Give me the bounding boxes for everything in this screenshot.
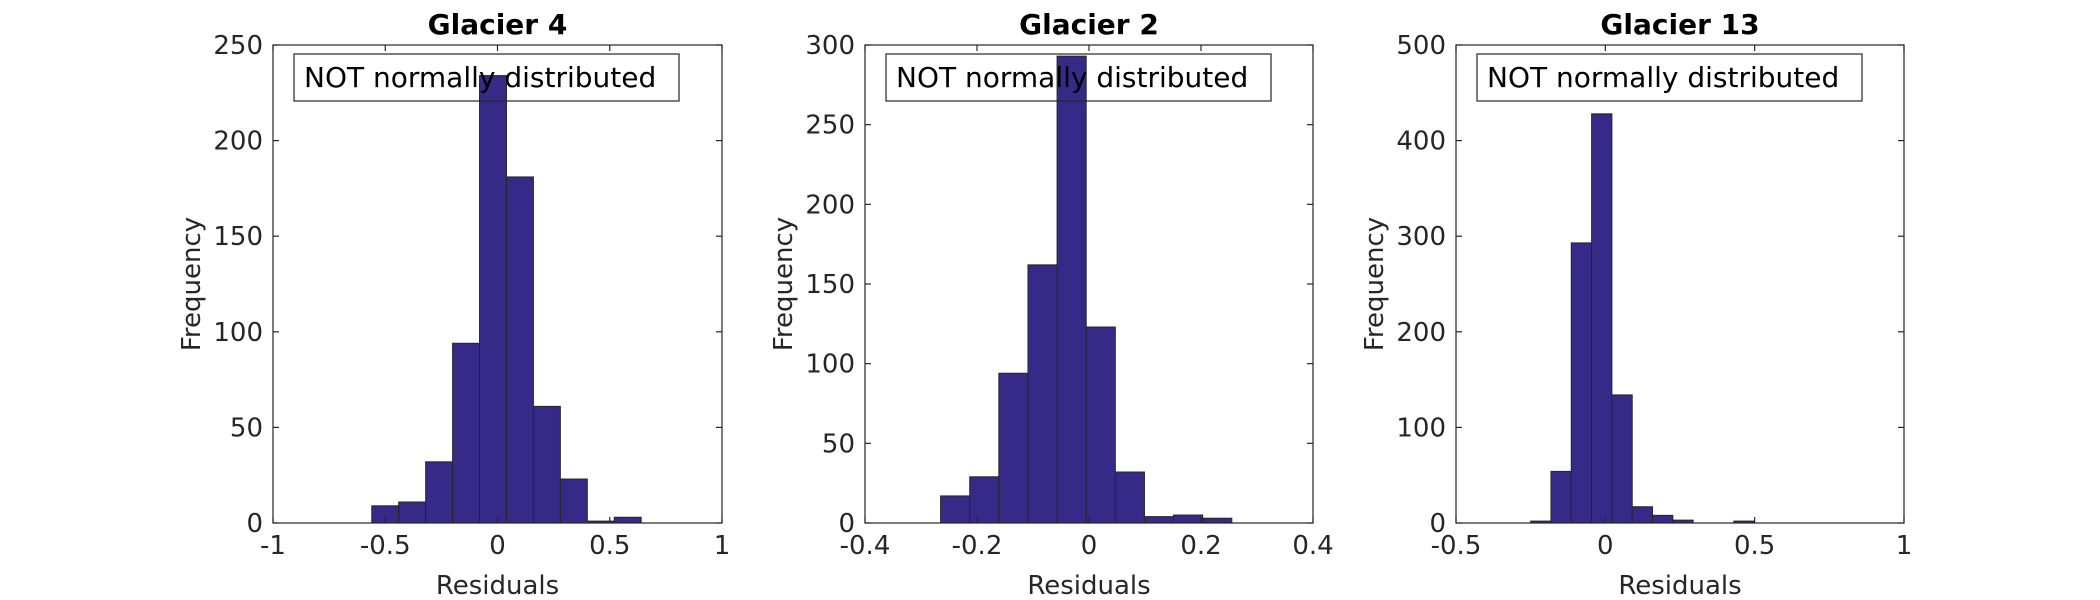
histogram-bar: [998, 372, 1029, 524]
y-axis-label: Frequency: [769, 217, 799, 351]
histogram-bar: [613, 516, 642, 524]
histogram-bar: [1114, 471, 1145, 524]
chart-title: Glacier 2: [1019, 8, 1159, 41]
chart-title: Glacier 13: [1600, 8, 1759, 41]
y-tick-label: 100: [213, 318, 263, 348]
x-tick-label: 0: [489, 531, 506, 561]
histogram-bar: [1611, 394, 1633, 524]
histogram-bar: [940, 495, 971, 524]
x-tick-label: 0: [1597, 531, 1614, 561]
y-tick-label: 200: [213, 127, 263, 157]
y-tick-label: 50: [230, 413, 263, 443]
y-tick-label: 0: [838, 509, 855, 539]
histogram-bar: [398, 501, 427, 524]
x-tick-label: -0.5: [360, 531, 411, 561]
annotation-text: NOT normally distributed: [896, 61, 1248, 94]
y-tick-label: 100: [805, 350, 855, 380]
x-tick-label: 0.4: [1292, 531, 1333, 561]
histogram-bar: [1027, 264, 1058, 524]
y-tick-label: 500: [1396, 31, 1446, 61]
x-tick-label: 0.2: [1180, 531, 1221, 561]
histogram-bar: [505, 176, 534, 524]
x-tick-label: -1: [260, 531, 286, 561]
x-axis-label: Residuals: [436, 571, 559, 600]
histogram-bar: [1202, 517, 1233, 524]
x-axis-label: Residuals: [1027, 571, 1150, 600]
x-tick-label: 1: [1896, 531, 1913, 561]
annotation-box: [885, 53, 1272, 102]
histogram-panel: -1 -0.5 0 0.5 1 0 50 100 150 200 250 Glacier 4 Resid…: [177, 8, 730, 600]
chart-title: Glacier 4: [428, 8, 568, 41]
axes-frame: [1455, 44, 1905, 524]
histogram-bar: [1631, 506, 1654, 524]
x-tick-label: 0.5: [589, 531, 630, 561]
y-tick-label: 300: [805, 31, 855, 61]
y-tick-label: 400: [1396, 127, 1446, 157]
y-axis-label: Frequency: [1360, 217, 1390, 351]
histogram-bar: [1173, 514, 1204, 524]
histogram-bar: [1056, 55, 1087, 524]
histogram-bar: [452, 342, 481, 524]
histogram-bar: [425, 461, 454, 524]
y-tick-label: 50: [822, 429, 855, 459]
y-tick-label: 200: [1396, 318, 1446, 348]
y-tick-label: 300: [1396, 222, 1446, 252]
histogram-bar: [1085, 326, 1116, 524]
y-tick-label: 150: [805, 270, 855, 300]
x-tick-label: -0.5: [1431, 531, 1482, 561]
y-tick-label: 0: [246, 509, 263, 539]
x-axis-label: Residuals: [1618, 571, 1741, 600]
y-tick-label: 150: [213, 222, 263, 252]
histogram-bar: [532, 405, 561, 524]
x-tick-label: 0: [1081, 531, 1098, 561]
x-tick-label: 0.5: [1734, 531, 1775, 561]
x-tick-label: -0.4: [840, 531, 891, 561]
y-tick-label: 250: [805, 111, 855, 141]
histogram-bar: [1570, 242, 1593, 524]
histogram-bar: [1143, 516, 1175, 524]
annotation-text: NOT normally distributed: [304, 61, 656, 94]
y-tick-label: 250: [213, 31, 263, 61]
histogram-bar: [969, 476, 1000, 524]
histogram-bar: [1591, 113, 1613, 524]
y-tick-label: 200: [805, 190, 855, 220]
annotation-text: NOT normally distributed: [1487, 61, 1839, 94]
histogram-bar: [1550, 470, 1572, 524]
histogram-bar: [479, 75, 507, 524]
histogram-bar: [559, 478, 588, 524]
x-tick-label: 1: [714, 531, 731, 561]
x-tick-label: -0.2: [952, 531, 1003, 561]
annotation-box: [293, 53, 680, 102]
histogram-panel: -0.4 -0.2 0 0.2 0.4 0 50 100 150 200 250 300 Glacier…: [769, 8, 1334, 600]
y-axis-label: Frequency: [177, 217, 207, 351]
histogram-bar: [1652, 514, 1674, 524]
y-tick-label: 100: [1396, 413, 1446, 443]
y-tick-label: 0: [1429, 509, 1446, 539]
annotation-box: [1476, 53, 1863, 102]
